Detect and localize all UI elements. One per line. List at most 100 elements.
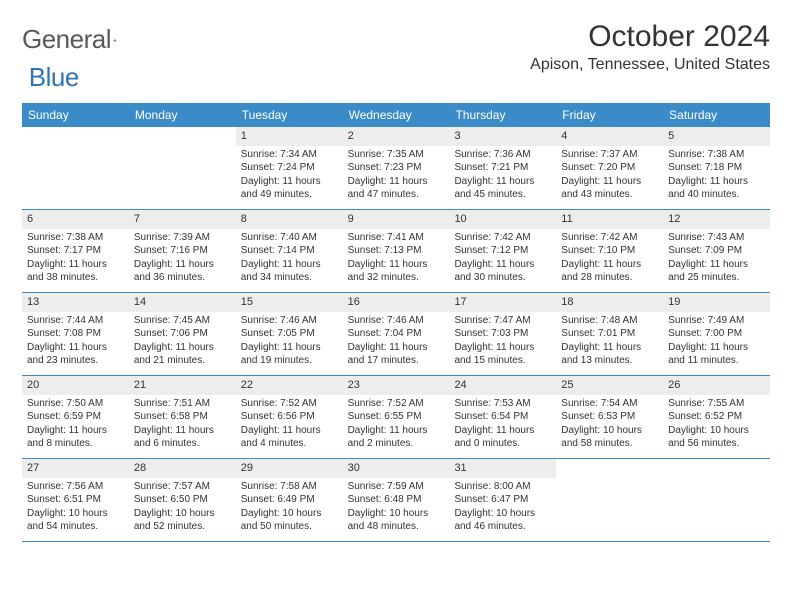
- day-body: Sunrise: 7:34 AMSunset: 7:24 PMDaylight:…: [236, 146, 343, 206]
- day-body: Sunrise: 7:38 AMSunset: 7:18 PMDaylight:…: [663, 146, 770, 206]
- daylight-text: Daylight: 11 hours and 43 minutes.: [561, 175, 658, 202]
- sunrise-text: Sunrise: 7:47 AM: [454, 314, 551, 328]
- daylight-text: Daylight: 10 hours and 48 minutes.: [348, 507, 445, 534]
- sunset-text: Sunset: 7:17 PM: [27, 244, 124, 258]
- daylight-text: Daylight: 11 hours and 17 minutes.: [348, 341, 445, 368]
- daylight-text: Daylight: 10 hours and 52 minutes.: [134, 507, 231, 534]
- sunset-text: Sunset: 6:53 PM: [561, 410, 658, 424]
- daylight-text: Daylight: 11 hours and 2 minutes.: [348, 424, 445, 451]
- sunset-text: Sunset: 7:12 PM: [454, 244, 551, 258]
- logo-text-2: Blue: [29, 62, 79, 93]
- day-number: 31: [449, 459, 556, 478]
- day-body: Sunrise: 7:48 AMSunset: 7:01 PMDaylight:…: [556, 312, 663, 372]
- day-body: Sunrise: 7:56 AMSunset: 6:51 PMDaylight:…: [22, 478, 129, 538]
- day-number: 26: [663, 376, 770, 395]
- logo-text-1: General: [22, 24, 111, 55]
- day-number: 22: [236, 376, 343, 395]
- sunrise-text: Sunrise: 7:48 AM: [561, 314, 658, 328]
- day-number: [129, 127, 236, 146]
- sunset-text: Sunset: 6:55 PM: [348, 410, 445, 424]
- day-number: [663, 459, 770, 478]
- day-cell: 20Sunrise: 7:50 AMSunset: 6:59 PMDayligh…: [22, 376, 129, 458]
- sunset-text: Sunset: 6:47 PM: [454, 493, 551, 507]
- daylight-text: Daylight: 11 hours and 34 minutes.: [241, 258, 338, 285]
- weekday-friday: Friday: [556, 103, 663, 127]
- daylight-text: Daylight: 11 hours and 32 minutes.: [348, 258, 445, 285]
- day-body: Sunrise: 7:53 AMSunset: 6:54 PMDaylight:…: [449, 395, 556, 455]
- day-cell: 13Sunrise: 7:44 AMSunset: 7:08 PMDayligh…: [22, 293, 129, 375]
- sunrise-text: Sunrise: 7:37 AM: [561, 148, 658, 162]
- sunrise-text: Sunrise: 7:35 AM: [348, 148, 445, 162]
- sunset-text: Sunset: 7:01 PM: [561, 327, 658, 341]
- day-number: 16: [343, 293, 450, 312]
- sunrise-text: Sunrise: 7:49 AM: [668, 314, 765, 328]
- sunset-text: Sunset: 7:09 PM: [668, 244, 765, 258]
- day-cell: 15Sunrise: 7:46 AMSunset: 7:05 PMDayligh…: [236, 293, 343, 375]
- day-number: 25: [556, 376, 663, 395]
- empty-cell: [556, 459, 663, 541]
- daylight-text: Daylight: 11 hours and 13 minutes.: [561, 341, 658, 368]
- weekday-saturday: Saturday: [663, 103, 770, 127]
- day-cell: 31Sunrise: 8:00 AMSunset: 6:47 PMDayligh…: [449, 459, 556, 541]
- sunset-text: Sunset: 7:05 PM: [241, 327, 338, 341]
- sunset-text: Sunset: 6:50 PM: [134, 493, 231, 507]
- day-cell: 6Sunrise: 7:38 AMSunset: 7:17 PMDaylight…: [22, 210, 129, 292]
- day-number: 29: [236, 459, 343, 478]
- sunrise-text: Sunrise: 7:52 AM: [348, 397, 445, 411]
- daylight-text: Daylight: 11 hours and 23 minutes.: [27, 341, 124, 368]
- sunset-text: Sunset: 7:14 PM: [241, 244, 338, 258]
- daylight-text: Daylight: 10 hours and 50 minutes.: [241, 507, 338, 534]
- weekday-tuesday: Tuesday: [236, 103, 343, 127]
- day-body: Sunrise: 7:38 AMSunset: 7:17 PMDaylight:…: [22, 229, 129, 289]
- title-block: October 2024 Apison, Tennessee, United S…: [530, 20, 770, 74]
- sunset-text: Sunset: 6:48 PM: [348, 493, 445, 507]
- day-number: 12: [663, 210, 770, 229]
- empty-cell: [663, 459, 770, 541]
- day-number: 20: [22, 376, 129, 395]
- sunset-text: Sunset: 6:56 PM: [241, 410, 338, 424]
- day-cell: 27Sunrise: 7:56 AMSunset: 6:51 PMDayligh…: [22, 459, 129, 541]
- sunrise-text: Sunrise: 7:39 AM: [134, 231, 231, 245]
- weekday-header-row: SundayMondayTuesdayWednesdayThursdayFrid…: [22, 103, 770, 127]
- day-number: 11: [556, 210, 663, 229]
- day-body: Sunrise: 7:49 AMSunset: 7:00 PMDaylight:…: [663, 312, 770, 372]
- sunrise-text: Sunrise: 7:43 AM: [668, 231, 765, 245]
- day-cell: 11Sunrise: 7:42 AMSunset: 7:10 PMDayligh…: [556, 210, 663, 292]
- daylight-text: Daylight: 11 hours and 0 minutes.: [454, 424, 551, 451]
- weekday-wednesday: Wednesday: [343, 103, 450, 127]
- daylight-text: Daylight: 11 hours and 36 minutes.: [134, 258, 231, 285]
- day-cell: 8Sunrise: 7:40 AMSunset: 7:14 PMDaylight…: [236, 210, 343, 292]
- day-body: [556, 478, 663, 484]
- logo-sail-icon: [113, 31, 117, 49]
- sunset-text: Sunset: 7:06 PM: [134, 327, 231, 341]
- sunset-text: Sunset: 6:54 PM: [454, 410, 551, 424]
- sunrise-text: Sunrise: 7:42 AM: [561, 231, 658, 245]
- day-number: 30: [343, 459, 450, 478]
- day-cell: 26Sunrise: 7:55 AMSunset: 6:52 PMDayligh…: [663, 376, 770, 458]
- empty-cell: [129, 127, 236, 209]
- day-cell: 28Sunrise: 7:57 AMSunset: 6:50 PMDayligh…: [129, 459, 236, 541]
- sunset-text: Sunset: 6:58 PM: [134, 410, 231, 424]
- daylight-text: Daylight: 10 hours and 58 minutes.: [561, 424, 658, 451]
- weekday-thursday: Thursday: [449, 103, 556, 127]
- sunrise-text: Sunrise: 7:44 AM: [27, 314, 124, 328]
- day-number: [556, 459, 663, 478]
- day-body: Sunrise: 7:47 AMSunset: 7:03 PMDaylight:…: [449, 312, 556, 372]
- day-body: Sunrise: 7:37 AMSunset: 7:20 PMDaylight:…: [556, 146, 663, 206]
- week-row: 13Sunrise: 7:44 AMSunset: 7:08 PMDayligh…: [22, 293, 770, 376]
- day-number: 27: [22, 459, 129, 478]
- sunrise-text: Sunrise: 7:38 AM: [27, 231, 124, 245]
- sunrise-text: Sunrise: 8:00 AM: [454, 480, 551, 494]
- weekday-monday: Monday: [129, 103, 236, 127]
- day-body: Sunrise: 7:44 AMSunset: 7:08 PMDaylight:…: [22, 312, 129, 372]
- day-body: Sunrise: 7:50 AMSunset: 6:59 PMDaylight:…: [22, 395, 129, 455]
- daylight-text: Daylight: 11 hours and 45 minutes.: [454, 175, 551, 202]
- day-number: 15: [236, 293, 343, 312]
- day-body: Sunrise: 7:51 AMSunset: 6:58 PMDaylight:…: [129, 395, 236, 455]
- day-cell: 9Sunrise: 7:41 AMSunset: 7:13 PMDaylight…: [343, 210, 450, 292]
- day-body: Sunrise: 7:58 AMSunset: 6:49 PMDaylight:…: [236, 478, 343, 538]
- day-number: 18: [556, 293, 663, 312]
- day-cell: 5Sunrise: 7:38 AMSunset: 7:18 PMDaylight…: [663, 127, 770, 209]
- day-body: [129, 146, 236, 152]
- day-cell: 2Sunrise: 7:35 AMSunset: 7:23 PMDaylight…: [343, 127, 450, 209]
